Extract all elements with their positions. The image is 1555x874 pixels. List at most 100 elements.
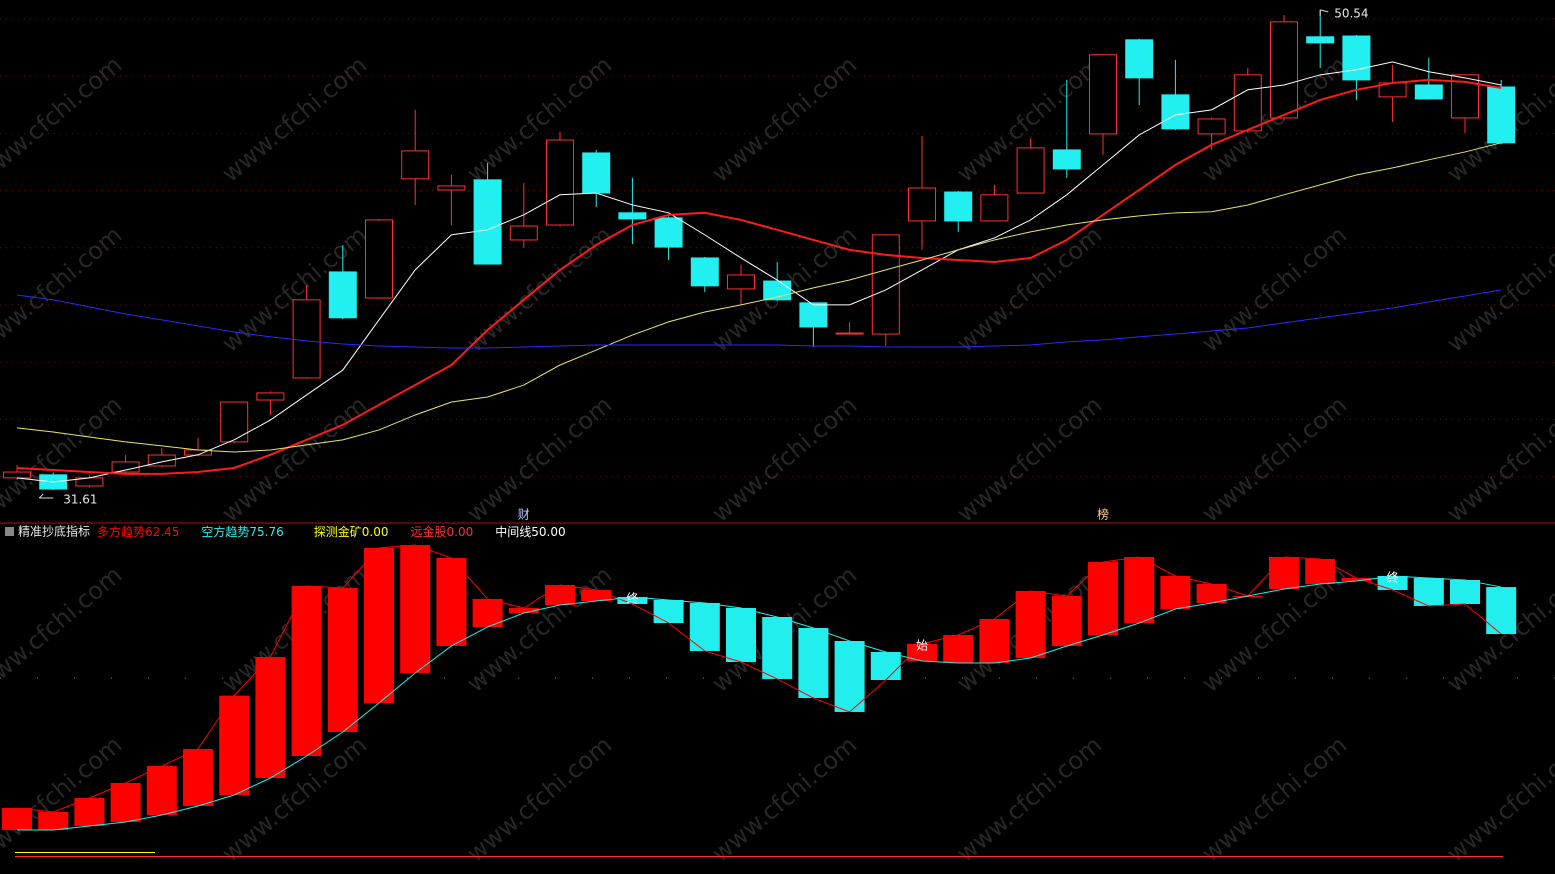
trend-bar bbox=[291, 585, 322, 757]
trend-bar bbox=[1269, 556, 1299, 589]
trend-bar bbox=[472, 598, 503, 627]
trend-bar bbox=[1088, 561, 1118, 635]
trend-bar bbox=[689, 602, 720, 651]
trend-bar bbox=[907, 643, 937, 661]
candle-body bbox=[799, 302, 828, 328]
candle-body bbox=[220, 401, 249, 443]
trend-line bbox=[16, 544, 1502, 813]
trend-bar bbox=[943, 634, 974, 663]
trend-bar bbox=[545, 584, 575, 605]
legend-name: 远金股 bbox=[410, 524, 446, 539]
legend-value: 62.45 bbox=[145, 525, 179, 539]
candle-body bbox=[256, 392, 285, 401]
moving-average-line bbox=[16, 78, 1502, 475]
trend-bar bbox=[1015, 590, 1046, 658]
candle-body bbox=[1161, 94, 1190, 130]
trend-bar bbox=[762, 616, 793, 679]
candle-body bbox=[835, 332, 864, 335]
low-label: 31.61 bbox=[63, 493, 97, 507]
candle-body bbox=[944, 191, 973, 222]
trend-bar bbox=[1160, 575, 1191, 609]
candle-body bbox=[654, 217, 683, 248]
signal-label: 终 bbox=[1387, 569, 1399, 584]
legend-value: 0.00 bbox=[362, 525, 389, 539]
candle-body bbox=[1052, 149, 1081, 170]
legend: 精准抄底指标 多方趋势62.45空方趋势75.76探测金矿0.00远金股0.00… bbox=[5, 524, 566, 539]
legend-name: 中间线 bbox=[495, 524, 531, 539]
legend-entry: 中间线50.00 bbox=[495, 524, 565, 539]
trend-bar bbox=[38, 811, 69, 830]
legend-icon bbox=[5, 527, 14, 536]
trend-bar bbox=[110, 783, 141, 822]
trend-bar bbox=[255, 656, 286, 778]
indicator-title: 精准抄底指标 bbox=[18, 524, 90, 539]
candle-body bbox=[365, 219, 393, 299]
trend-bar bbox=[183, 748, 213, 806]
signal-label: 始 bbox=[916, 638, 928, 652]
trend-bar bbox=[74, 797, 105, 827]
candle-body bbox=[328, 271, 357, 319]
trend-line bbox=[17, 575, 1502, 831]
candle-body bbox=[980, 194, 1009, 222]
trend-bar bbox=[146, 765, 177, 815]
candle-body bbox=[618, 212, 647, 220]
candle-body bbox=[401, 150, 430, 180]
candle-body bbox=[1125, 39, 1154, 79]
moving-average-line bbox=[16, 289, 1502, 349]
trend-bar bbox=[400, 544, 431, 673]
candle-body bbox=[1270, 21, 1298, 119]
legend-entry: 多方趋势62.45 bbox=[97, 524, 179, 539]
legend-name: 空方趋势 bbox=[201, 524, 249, 539]
moving-average-line bbox=[16, 61, 1502, 483]
candle-body bbox=[1233, 74, 1262, 132]
candle-body bbox=[690, 257, 719, 287]
candle-body bbox=[473, 179, 502, 265]
trend-bar bbox=[219, 695, 250, 795]
legend-entry: 空方趋势75.76 bbox=[201, 524, 283, 539]
trend-bar bbox=[1341, 577, 1372, 581]
candle-body bbox=[147, 454, 176, 467]
candle-body bbox=[292, 299, 321, 379]
trend-bar bbox=[327, 587, 358, 732]
candle-body bbox=[1197, 118, 1226, 135]
legend-entry: 远金股0.00 bbox=[410, 524, 473, 539]
trend-bar bbox=[1051, 595, 1082, 646]
legend-value: 75.76 bbox=[249, 525, 283, 539]
candle-body bbox=[582, 152, 611, 194]
candle-body bbox=[3, 471, 31, 479]
candle-body bbox=[1342, 35, 1371, 81]
moving-average-line bbox=[16, 142, 1502, 453]
trend-bar bbox=[581, 589, 612, 601]
candle-body bbox=[908, 187, 936, 222]
legend-name: 多方趋势 bbox=[97, 524, 145, 539]
trend-bar bbox=[653, 599, 684, 623]
trend-bar bbox=[2, 808, 32, 830]
legend-value: 0.00 bbox=[447, 525, 474, 539]
legend-name: 探测金矿 bbox=[314, 524, 362, 539]
candle-body bbox=[1089, 54, 1117, 135]
trend-bar bbox=[1305, 558, 1336, 584]
event-label: 榜 bbox=[1097, 507, 1109, 522]
trend-bar bbox=[364, 547, 394, 703]
trend-bar bbox=[617, 596, 648, 604]
trend-bar bbox=[436, 558, 467, 646]
trend-bar bbox=[1377, 575, 1408, 590]
candle-body bbox=[1414, 84, 1443, 100]
low-marker bbox=[38, 493, 54, 499]
candle-body bbox=[1016, 147, 1045, 194]
candle-body bbox=[1306, 36, 1335, 44]
trend-bar bbox=[870, 651, 901, 681]
trend-bar bbox=[798, 628, 829, 699]
trend-bar bbox=[1124, 556, 1155, 623]
legend-value: 50.00 bbox=[531, 525, 565, 539]
candle-body bbox=[509, 225, 538, 241]
trend-bar bbox=[1196, 583, 1227, 603]
trend-bar bbox=[726, 607, 756, 662]
high-marker bbox=[1319, 9, 1329, 16]
trend-bar bbox=[1450, 579, 1480, 604]
trend-bar bbox=[508, 607, 539, 614]
candle-body bbox=[727, 274, 755, 290]
candle-body bbox=[546, 139, 574, 226]
trend-bar bbox=[834, 640, 865, 712]
